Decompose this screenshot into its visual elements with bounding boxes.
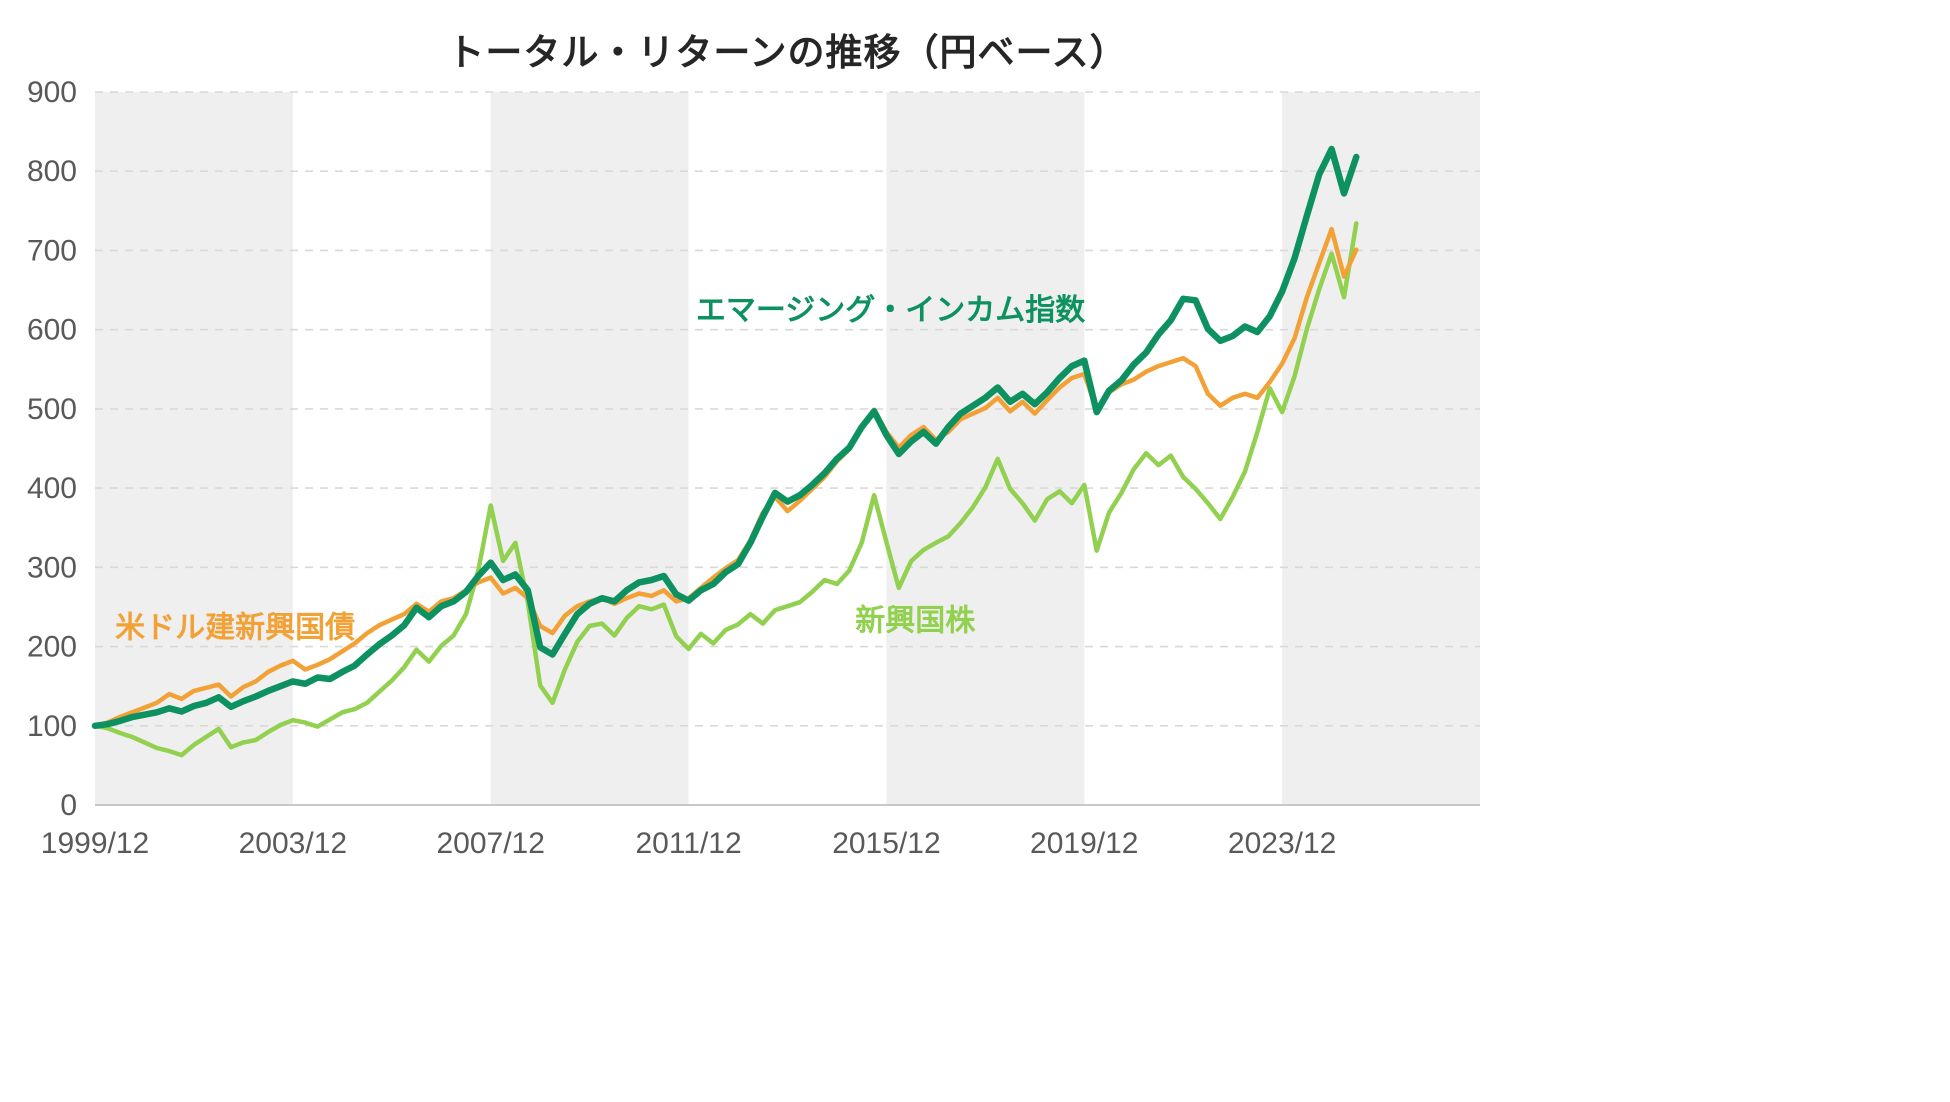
y-tick-label: 700 bbox=[27, 234, 77, 267]
background-band bbox=[1282, 92, 1480, 805]
y-tick-label: 400 bbox=[27, 472, 77, 505]
x-tick-label: 2007/12 bbox=[436, 827, 544, 860]
x-tick-label: 2015/12 bbox=[832, 827, 940, 860]
x-tick-label: 2011/12 bbox=[635, 827, 741, 860]
x-tick-label: 2003/12 bbox=[239, 827, 347, 860]
x-tick-label: 1999/12 bbox=[41, 827, 149, 860]
y-tick-label: 200 bbox=[27, 631, 77, 664]
series-line bbox=[92, 226, 1359, 729]
series-label: エマージング・インカム指数 bbox=[696, 294, 1086, 327]
y-tick-label: 800 bbox=[27, 155, 77, 188]
background-band bbox=[95, 92, 293, 805]
background-band bbox=[490, 92, 689, 805]
chart-title: トータル・リターンの推移（円ベース） bbox=[447, 32, 1128, 73]
x-tick-label: 2019/12 bbox=[1030, 827, 1138, 860]
background-band bbox=[886, 92, 1085, 805]
series-label: 新興国株 bbox=[855, 604, 976, 637]
series-label: 米ドル建新興国債 bbox=[115, 612, 355, 645]
y-tick-label: 600 bbox=[27, 314, 77, 347]
y-tick-label: 300 bbox=[27, 551, 77, 584]
y-tick-label: 100 bbox=[27, 710, 77, 743]
y-tick-label: 0 bbox=[60, 789, 77, 822]
series-line bbox=[92, 221, 1359, 758]
series-line bbox=[91, 145, 1360, 730]
x-tick-label: 2023/12 bbox=[1228, 827, 1336, 860]
y-tick-label: 500 bbox=[27, 393, 77, 426]
y-tick-label: 900 bbox=[27, 76, 77, 109]
